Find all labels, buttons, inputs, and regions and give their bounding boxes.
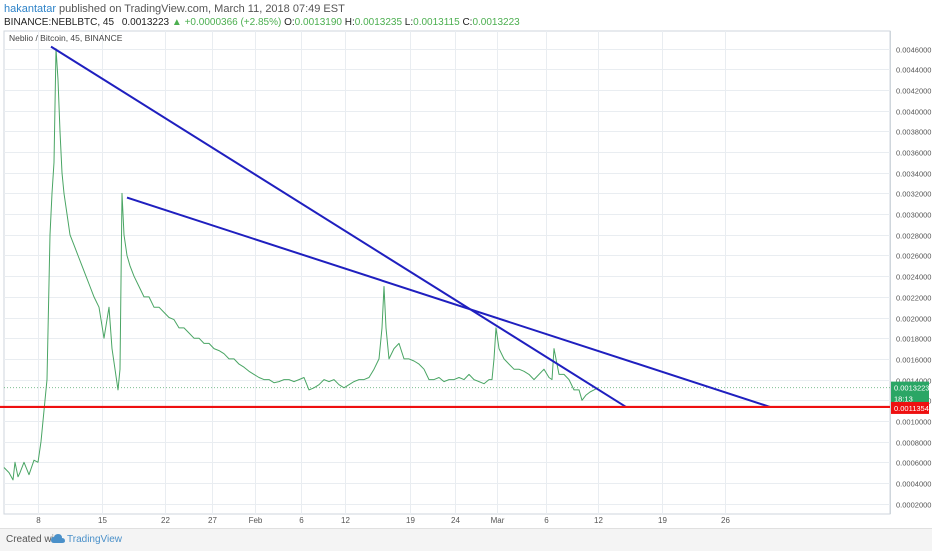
y-tick-label: 0.0006000	[896, 459, 931, 468]
chart-title: Neblio / Bitcoin, 45, BINANCE	[9, 33, 123, 43]
x-tick-label: 19	[406, 516, 415, 525]
y-tick-label: 0.0014000	[896, 377, 931, 386]
symbol-label[interactable]: BINANCE:NEBLBTC, 45	[4, 17, 115, 28]
price-badge: 0.0013223	[894, 384, 929, 393]
price-chart[interactable]: 0.0046000 0.0044000 0.0042000 0.0040000 0.00…	[0, 0, 932, 528]
x-tick-label: 26	[721, 516, 730, 525]
x-tick-label: Mar	[491, 516, 505, 525]
y-tick-label: 0.0046000	[896, 46, 931, 55]
y-tick-label: 0.0002000	[896, 501, 931, 510]
price-badge-bg	[891, 381, 929, 394]
y-tick-label: 0.0022000	[896, 294, 931, 303]
trendline[interactable]	[50, 45, 627, 408]
x-tick-label: 27	[208, 516, 217, 525]
footer-bar: Created with TradingView	[0, 528, 932, 551]
x-tick-label: 24	[451, 516, 460, 525]
publish-header: hakantatar published on TradingView.com,…	[4, 3, 345, 15]
price-change: +0.0000366 (+2.85%)	[184, 17, 282, 28]
high-label: H:	[344, 17, 355, 28]
y-tick-label: 0.0026000	[896, 252, 931, 261]
y-tick-label: 0.0036000	[896, 149, 931, 158]
y-tick-label: 0.0038000	[896, 128, 931, 137]
last-price: 0.0013223	[121, 17, 170, 28]
author-link[interactable]: hakantatar	[4, 3, 56, 15]
published-text: published on TradingView.com, March 11, …	[59, 3, 345, 15]
y-tick-label: 0.0040000	[896, 108, 931, 117]
close-label: C:	[462, 17, 473, 28]
close-value: 0.0013223	[472, 17, 520, 28]
high-value: 0.0013235	[354, 17, 403, 28]
x-tick-label: 19	[658, 516, 667, 525]
y-tick-label: 0.0030000	[896, 211, 931, 220]
open-value: 0.0013190	[294, 17, 342, 28]
countdown-badge-bg	[891, 392, 929, 405]
plot-area[interactable]	[3, 30, 891, 515]
up-arrow-icon: ▲	[171, 17, 182, 28]
y-tick-label: 0.0008000	[896, 439, 931, 448]
x-tick-label: 6	[299, 516, 304, 525]
price-series-line	[3, 48, 599, 481]
x-tick-label: 12	[594, 516, 603, 525]
symbol-ohlc-line: BINANCE:NEBLBTC, 45 0.0013223 ▲ +0.00003…	[4, 17, 520, 28]
x-tick-label: 12	[341, 516, 350, 525]
tradingview-cloud-icon	[51, 534, 65, 543]
y-tick-label: 0.0028000	[896, 232, 931, 241]
y-tick-label: 0.0044000	[896, 66, 931, 75]
y-tick-label: 0.0016000	[896, 356, 931, 365]
x-tick-label: Feb	[249, 516, 263, 525]
y-tick-label: 0.0042000	[896, 87, 931, 96]
y-tick-label: 0.0024000	[896, 273, 931, 282]
x-tick-label: 6	[544, 516, 549, 525]
y-tick-label: 0.0004000	[896, 480, 931, 489]
low-label: L:	[404, 17, 414, 28]
countdown-badge: 18:13	[894, 395, 913, 404]
x-tick-label: 8	[36, 516, 41, 525]
tradingview-brand-link[interactable]: TradingView	[67, 534, 123, 545]
x-tick-label: 15	[98, 516, 107, 525]
open-label: O:	[284, 17, 295, 28]
support-badge: 0.0011354	[894, 404, 929, 413]
x-tick-label: 22	[161, 516, 170, 525]
y-tick-label: 0.0032000	[896, 190, 931, 199]
y-tick-label: 0.0034000	[896, 170, 931, 179]
y-tick-label: 0.0018000	[896, 335, 931, 344]
support-badge-bg	[891, 401, 929, 414]
low-value: 0.0013115	[413, 17, 460, 28]
y-tick-label: 0.0020000	[896, 315, 931, 324]
trendline[interactable]	[126, 196, 771, 408]
created-with-text: Created with	[6, 534, 63, 545]
y-tick-label: 0.0010000	[896, 418, 931, 427]
